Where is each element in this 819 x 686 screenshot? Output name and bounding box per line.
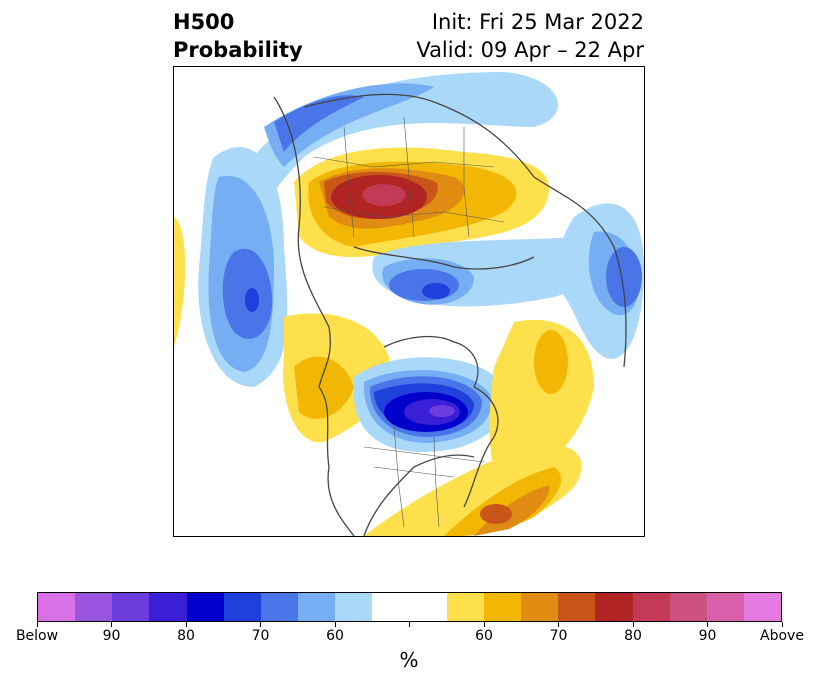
colorbar-tick (36, 622, 38, 627)
colorbar-segment (223, 593, 261, 621)
colorbar-segment (260, 593, 299, 621)
colorbar-tick (558, 622, 559, 627)
colorbar-segment (446, 593, 484, 621)
colorbar-segment (298, 593, 336, 621)
colorbar-segment (186, 593, 224, 621)
colorbar-segment (409, 593, 447, 621)
colorbar-segment (632, 593, 670, 621)
blue-anomaly-pacific-core (606, 247, 642, 307)
colorbar-unit: % (399, 648, 419, 672)
colorbar-tick (260, 622, 261, 627)
colorbar-segment (483, 593, 522, 621)
colorbar-segment (595, 593, 633, 621)
colorbar-tick-label: 90 (102, 628, 121, 644)
colorbar-segment (521, 593, 559, 621)
colorbar-segment (75, 593, 113, 621)
blue-anomaly-north-arc-core (274, 95, 364, 152)
title-product: Probability (173, 38, 303, 62)
map-title-right: Init: Fri 25 Mar 2022 Valid: 09 Apr – 22… (416, 8, 644, 64)
blue-anomaly-arctic-max (422, 283, 450, 299)
negative-anomaly-canada-max (429, 405, 455, 417)
colorbar-tick-label: 60 (326, 628, 344, 644)
colorbar-tick (334, 622, 336, 627)
init-date: Init: Fri 25 Mar 2022 (431, 10, 644, 34)
colorbar-tick-label: 80 (177, 628, 195, 644)
positive-anomaly-southeast-core (480, 504, 512, 524)
colorbar-tick (781, 622, 783, 627)
colorbar-tick-label: Above (760, 628, 804, 644)
blue-anomaly-arctic-core (389, 269, 459, 301)
blue-anomaly-west-max (245, 288, 259, 312)
valid-range: Valid: 09 Apr – 22 Apr (416, 38, 644, 62)
coastlines (273, 93, 627, 536)
colorbar-segment (706, 593, 744, 621)
title-field: H500 (173, 10, 235, 34)
colorbar-tick-label: 90 (698, 628, 717, 644)
colorbar-tick (185, 622, 187, 627)
colorbar-tick (111, 622, 112, 627)
colorbar-segment (372, 593, 410, 621)
colorbar-segment (669, 593, 707, 621)
colorbar-tick (707, 622, 708, 627)
colorbar-tick (483, 622, 485, 627)
colorbar-segment (149, 593, 187, 621)
colorbar-tick-label: 60 (475, 628, 493, 644)
blue-anomaly-north-arc-inner (264, 83, 434, 167)
polar-map-svg (174, 72, 644, 536)
colorbar-segment (112, 593, 150, 621)
colorbar-tick-label: 80 (624, 628, 642, 644)
positive-anomaly-southeast-2 (444, 467, 562, 536)
colorbar-tick-label: 70 (251, 628, 270, 644)
colorbar-tick (632, 622, 634, 627)
yellow-anomaly-left-edge (174, 217, 186, 347)
colorbar-segment (38, 593, 76, 621)
probability-colorbar (37, 592, 782, 622)
colorbar-tick (409, 622, 410, 627)
colorbar-segment (335, 593, 373, 621)
country-borders (313, 116, 505, 528)
orange-anomaly-atlantic (294, 356, 354, 419)
map-title-left: H500 Probability (173, 8, 303, 64)
colorbar-segment (743, 593, 782, 621)
colorbar-tick-label: 70 (549, 628, 568, 644)
colorbar-segment (558, 593, 596, 621)
positive-anomaly-siberia-max (362, 184, 406, 206)
positive-anomaly-pacific-nw-core (534, 330, 568, 394)
probability-map (173, 66, 645, 537)
colorbar-tick-label: Below (15, 628, 59, 644)
